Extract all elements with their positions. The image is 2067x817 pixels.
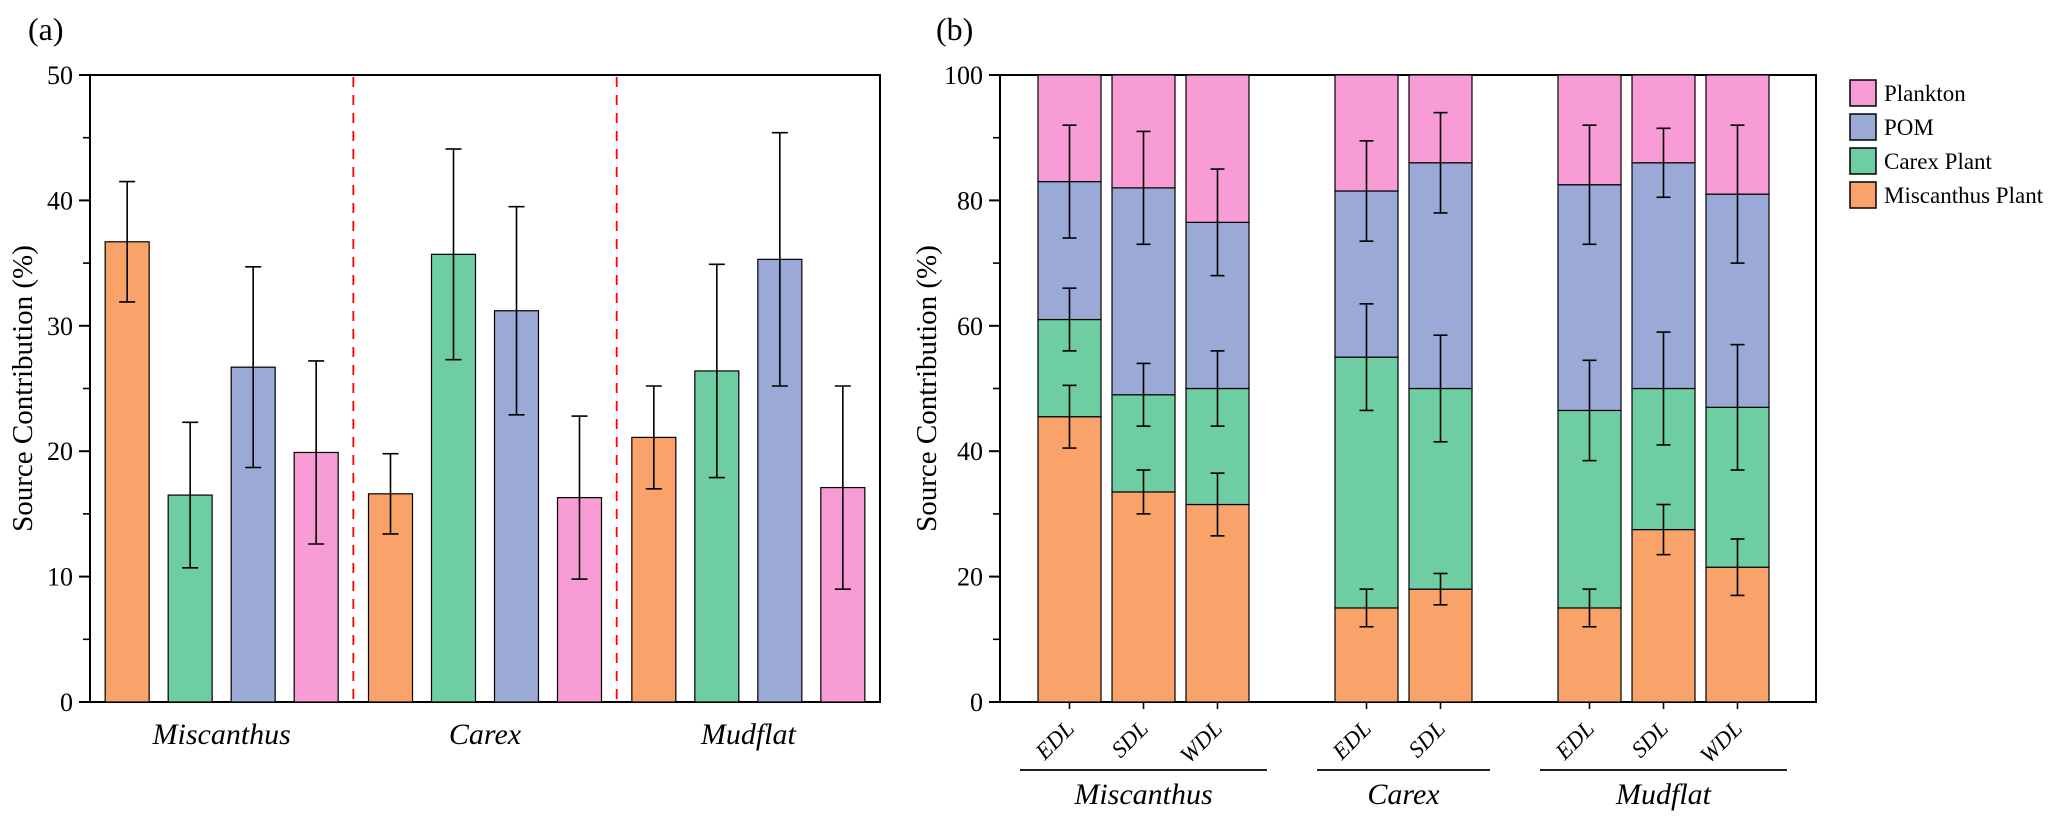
y-tick-label: 40 (47, 186, 73, 215)
stack-segment-miscanthus-plant (1037, 416, 1102, 703)
stack-segment-miscanthus-plant (1408, 588, 1473, 703)
bar-label: SDL (1403, 716, 1450, 763)
group-name-miscanthus: Miscanthus (1073, 778, 1212, 811)
bar-label: EDL (1550, 716, 1599, 765)
bar-label: WDL (1695, 716, 1747, 768)
panel-b-label: (b) (936, 11, 973, 47)
group-name-mudflat: Mudflat (1615, 778, 1712, 811)
chart-a-grouped-bar: 0 10 20 30 40 50 Source Contribution (%) Miscan… (7, 61, 881, 751)
legend-swatch-carex-plant (1849, 147, 1877, 175)
y-tick-label: 80 (957, 186, 983, 215)
legend-item-label-carex-plant: Carex Plant (1884, 149, 1993, 174)
x-category-label-miscanthus: Miscanthus (152, 718, 291, 751)
legend-swatch-plankton (1849, 79, 1877, 107)
legend-item-label-miscanthus-plant: Miscanthus Plant (1884, 183, 2044, 208)
y-tick-label: 100 (944, 61, 983, 90)
chart-b-stacked-bar: 0 20 40 60 80 100 Source Contribution (%) EDL SD… (911, 61, 2044, 811)
y-axis-title: Source Contribution (%) (7, 245, 39, 532)
y-tick-label: 50 (47, 61, 73, 90)
y-tick-label: 10 (47, 563, 73, 592)
y-tick-label: 20 (957, 563, 983, 592)
y-tick-label: 60 (957, 312, 983, 341)
y-tick-label: 0 (60, 688, 73, 717)
y-tick-label: 0 (970, 688, 983, 717)
bar-miscanthus-plant-carex (367, 493, 414, 703)
bar-miscanthus-plant-miscanthus (104, 241, 150, 703)
stack-segment-miscanthus-plant (1631, 528, 1696, 703)
legend-swatch-pom (1849, 113, 1877, 141)
legend-swatch-miscanthus-plant (1849, 181, 1877, 209)
panel-a-label: (a) (28, 11, 64, 47)
y-axis-title: Source Contribution (%) (911, 245, 943, 532)
y-tick-label: 30 (47, 312, 73, 341)
bar-label: SDL (1626, 716, 1673, 763)
x-category-label-carex: Carex (449, 718, 522, 751)
x-category-label-mudflat: Mudflat (700, 718, 797, 751)
bar-label: EDL (1327, 716, 1376, 765)
legend-item-label-plankton: Plankton (1884, 81, 1966, 106)
bar-label: EDL (1030, 716, 1079, 765)
stack-segment-miscanthus-plant (1185, 503, 1250, 703)
bar-label: WDL (1175, 716, 1227, 768)
group-name-carex: Carex (1367, 778, 1440, 811)
stack-segment-miscanthus-plant (1111, 491, 1176, 703)
bar-label: SDL (1106, 716, 1153, 763)
y-tick-label: 40 (957, 437, 983, 466)
y-tick-label: 20 (47, 437, 73, 466)
legend-item-label-pom: POM (1884, 115, 1934, 140)
